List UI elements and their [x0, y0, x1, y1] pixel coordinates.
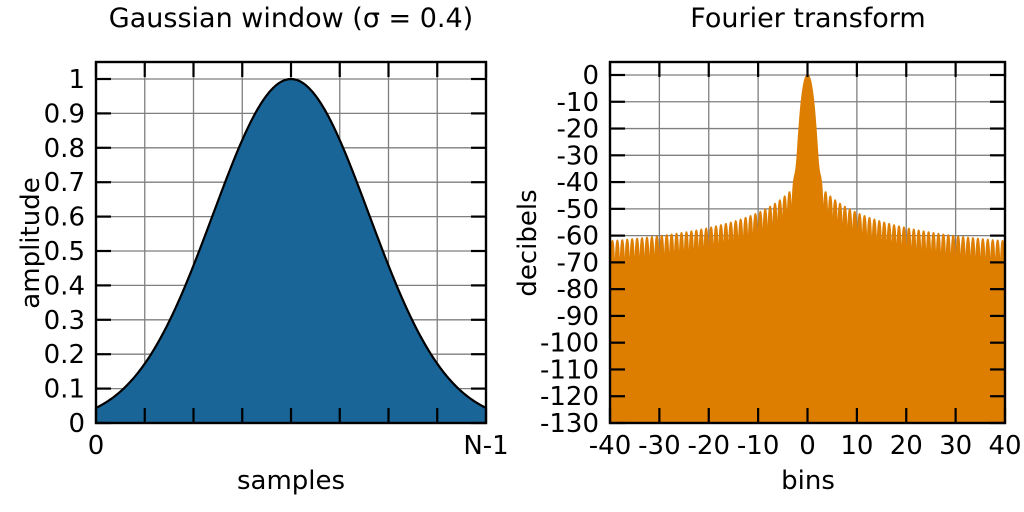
y-tick-label: 0.3	[44, 306, 85, 336]
y-tick-label: -120	[540, 382, 599, 412]
gaussian-window-area	[96, 79, 486, 423]
y-tick-label: 0	[68, 409, 85, 439]
y-tick-label: -30	[557, 141, 599, 171]
y-tick-label: 0	[582, 61, 599, 91]
gaussian-window-curve	[95, 77, 487, 409]
x-tick-label: 10	[840, 431, 873, 461]
right-x-axis-label: bins	[781, 466, 835, 496]
y-tick-label: -60	[557, 222, 599, 252]
y-tick-label: -110	[540, 355, 599, 385]
y-tick-label: 0.4	[44, 271, 85, 301]
y-tick-label: 0.2	[44, 340, 85, 370]
gaussian-window-plot: 0 N-110.90.80.70.60.50.40.30.20.10	[44, 60, 509, 461]
x-tick-label: -30	[638, 431, 680, 461]
y-tick-label: -130	[540, 409, 599, 439]
x-tick-label: -20	[688, 431, 730, 461]
y-tick-label: 0.5	[44, 237, 85, 267]
tick-marks	[94, 62, 488, 425]
x-tick-label: 0	[799, 431, 816, 461]
y-tick-label: -70	[557, 248, 599, 278]
y-tick-label: -40	[557, 168, 599, 198]
x-tick-label: N-1	[463, 431, 508, 461]
y-tick-label: -80	[557, 275, 599, 305]
y-tick-label: 0.8	[44, 134, 85, 164]
y-tick-label: -10	[557, 88, 599, 118]
y-tick-label: -50	[557, 195, 599, 225]
y-tick-label: 1	[68, 65, 85, 95]
y-tick-label: 0.6	[44, 203, 85, 233]
x-tick-label: 40	[988, 431, 1021, 461]
y-tick-label: 0.1	[44, 375, 85, 405]
x-tick-label: 0	[88, 431, 105, 461]
fourier-transform-area	[610, 75, 1005, 423]
y-tick-label: -90	[557, 302, 599, 332]
x-tick-label: -10	[737, 431, 779, 461]
x-tick-label: 20	[890, 431, 923, 461]
y-tick-label: 0.7	[44, 168, 85, 198]
left-chart-title: Gaussian window (σ = 0.4)	[108, 3, 474, 34]
x-tick-label: -40	[589, 431, 631, 461]
fourier-transform-plot: -40 -30 -20 -10 0 10 20 30 400-10-20-30-40-50-60…	[540, 60, 1022, 461]
x-tick-label: 30	[939, 431, 972, 461]
y-tick-label: 0.9	[44, 99, 85, 129]
left-x-axis-label: samples	[236, 466, 346, 496]
tick-labels: 0 N-110.90.80.70.60.50.40.30.20.10	[44, 65, 509, 461]
y-tick-label: -100	[540, 329, 599, 359]
tick-marks	[608, 62, 1007, 425]
tick-labels: -40 -30 -20 -10 0 10 20 30 400-10-20-30-40-50-60…	[540, 61, 1022, 461]
y-tick-label: -20	[557, 115, 599, 145]
right-chart-title: Fourier transform	[690, 3, 926, 34]
